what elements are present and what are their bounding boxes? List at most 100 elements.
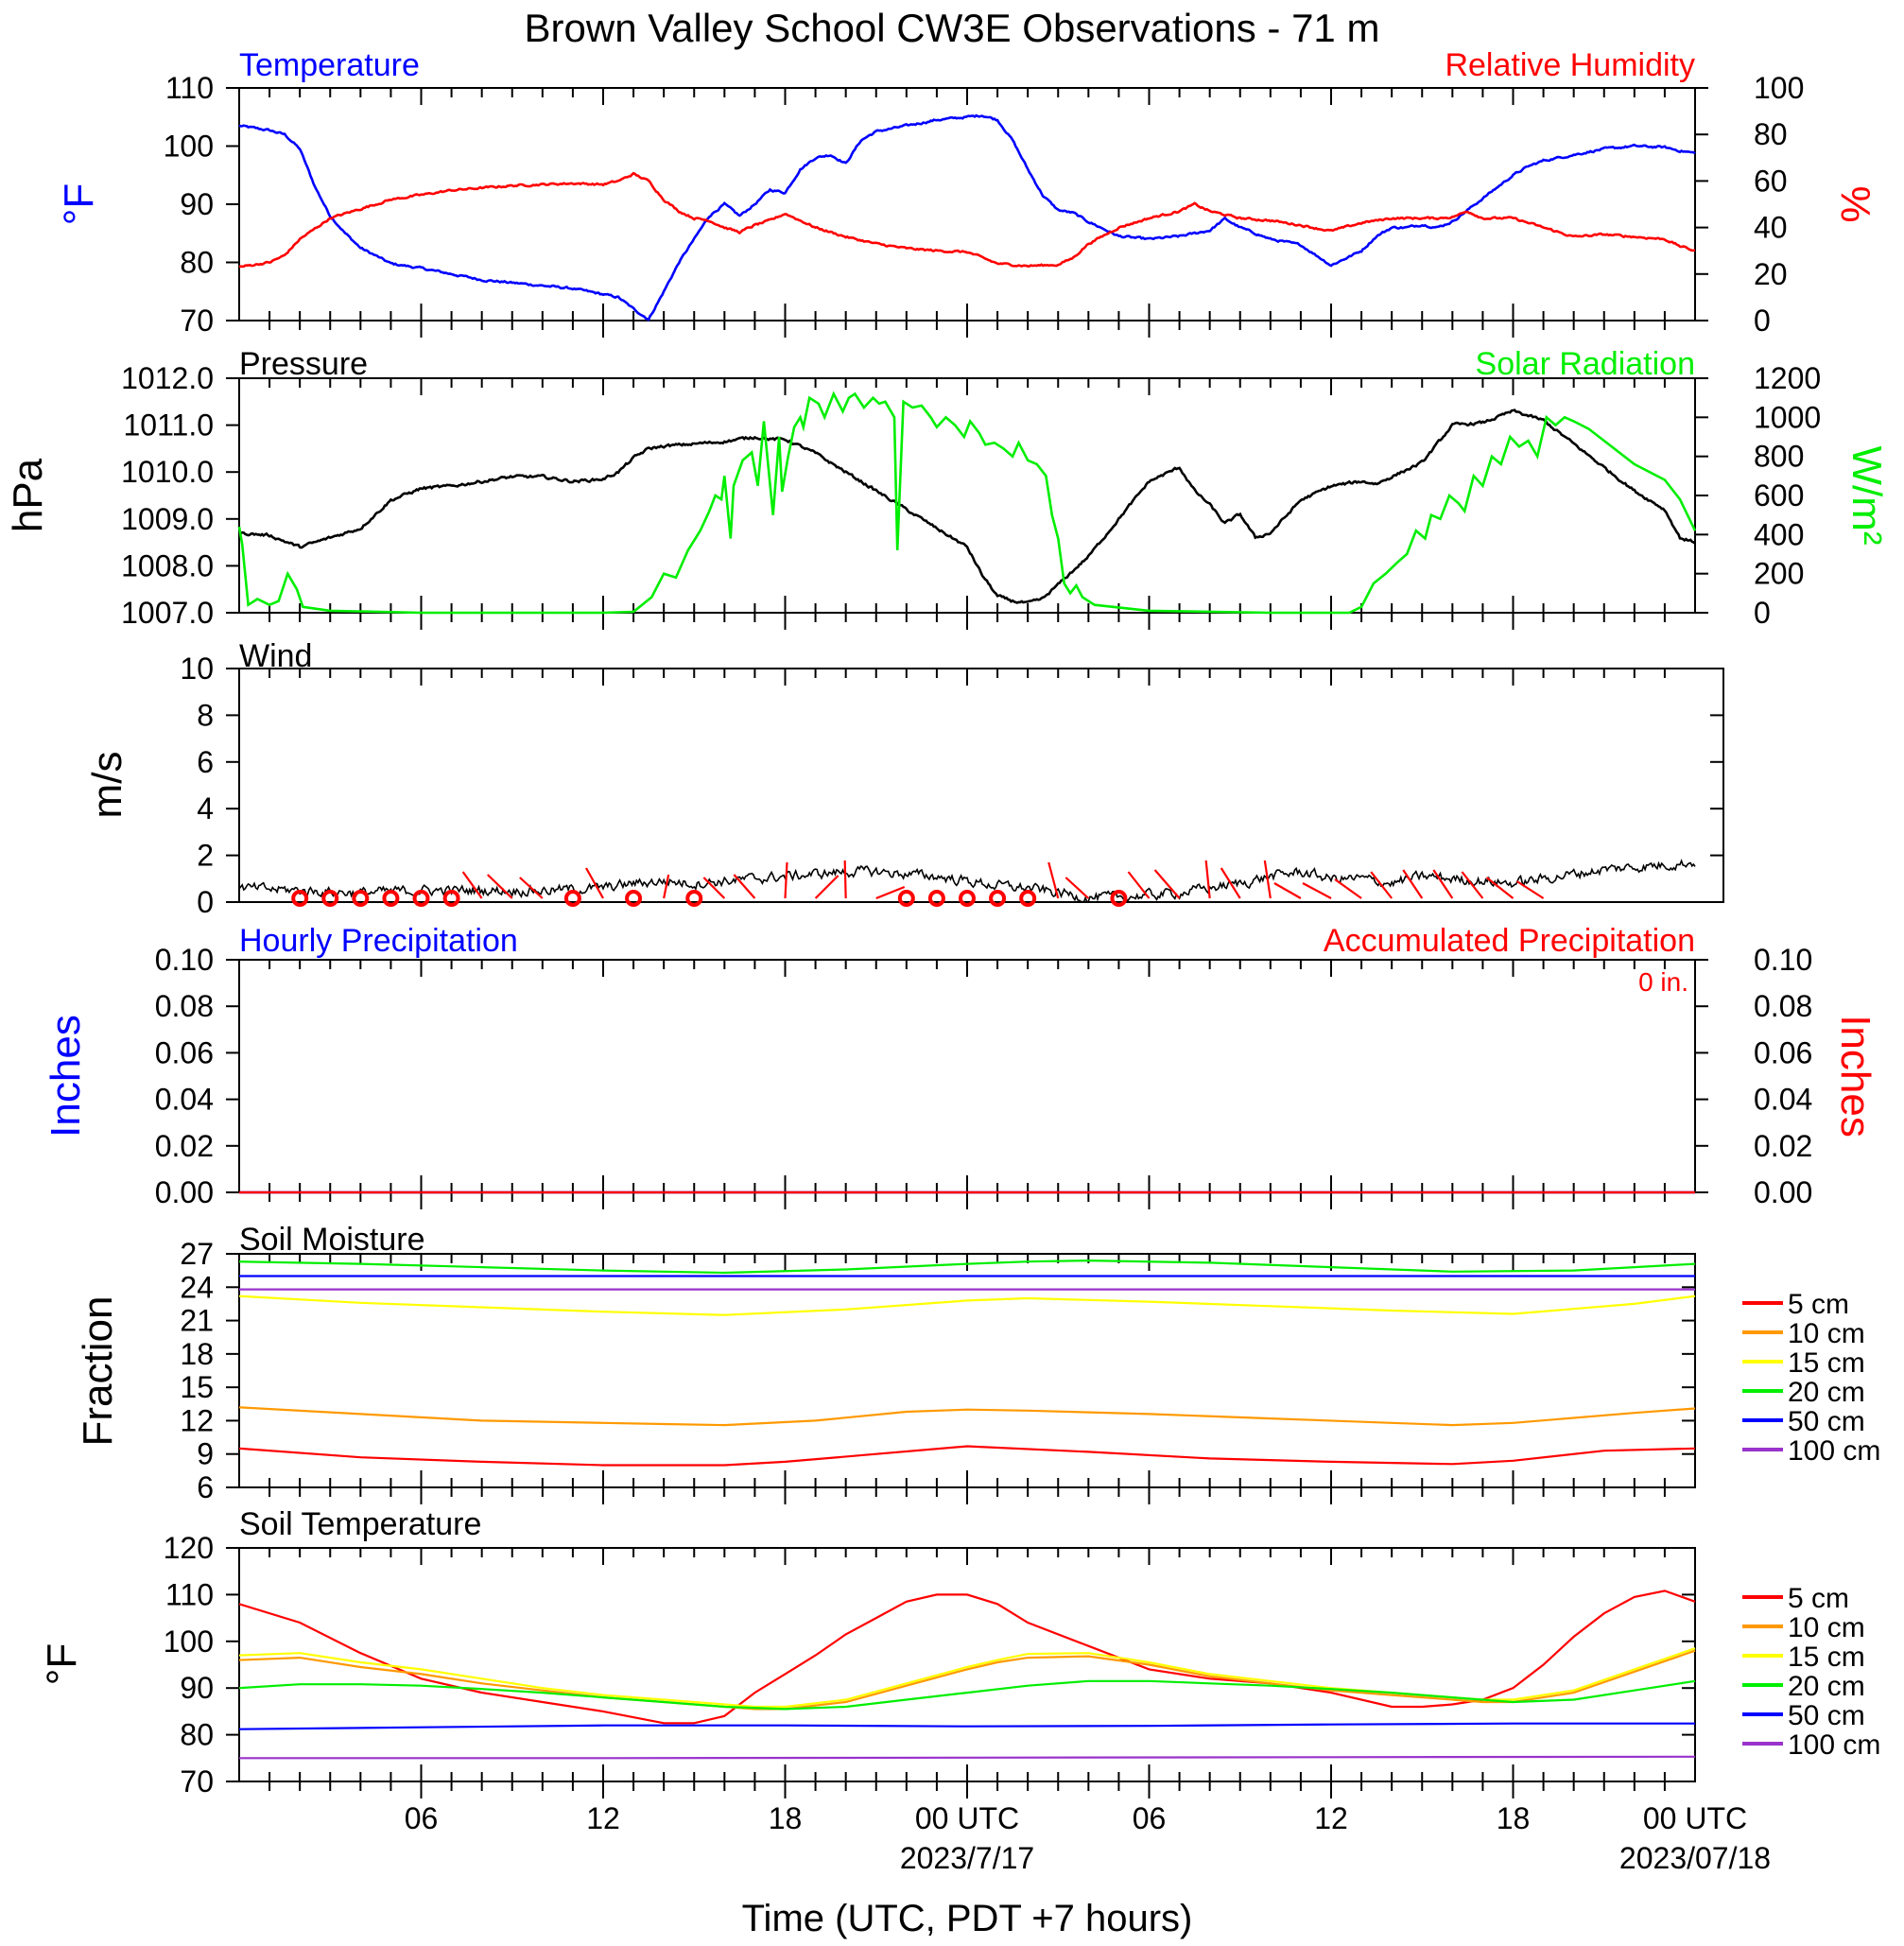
left-axis-tick-label: 12	[180, 1403, 214, 1437]
left-axis-tick-label: 80	[180, 246, 214, 280]
wind-barb	[1485, 877, 1515, 899]
left-axis-tick-label: 18	[180, 1337, 214, 1371]
wind-barb-calm	[959, 890, 976, 907]
temp-rh-panel: 70 80 90 100 110 0 20 40 60 80 100 Temperature Re…	[56, 47, 1878, 338]
solar-radiation-line	[237, 391, 1697, 615]
wind-barb	[585, 867, 604, 899]
left-axis-tick-label: 1009.0	[121, 502, 214, 536]
right-axis-tick-label: 80	[1754, 117, 1788, 151]
relative-humidity-line	[238, 171, 1696, 269]
right-axis-tick-label: 0.10	[1754, 943, 1812, 977]
legend-label: 5 cm	[1788, 1583, 1849, 1614]
wind-panel: 0 2 4 6 8 10 Wind m/s	[84, 638, 1724, 919]
right-axis-tick-label: 800	[1754, 440, 1804, 474]
soil-moisture-unit-label: Fraction	[75, 1296, 121, 1447]
legend-label: 50 cm	[1788, 1700, 1865, 1731]
temperature-title: Temperature	[239, 47, 420, 83]
wind-barbs	[291, 860, 1545, 907]
hourly-precip-unit-label: Inches	[43, 1015, 89, 1138]
time-tick-label: 18	[769, 1801, 803, 1835]
time-tick-label: 00 UTC	[915, 1801, 1019, 1835]
wind-barb-calm	[927, 890, 945, 907]
wind-barb	[1334, 878, 1362, 899]
soil-temp-lines	[238, 1590, 1696, 1760]
depth-100-cm-line	[239, 1755, 1696, 1760]
left-axis-tick-label: 0	[197, 885, 214, 919]
left-axis-tick-label: 0.00	[155, 1175, 214, 1209]
right-axis-tick-label: 0	[1754, 304, 1771, 338]
wind-unit-label: m/s	[84, 752, 130, 819]
wind-barb	[1047, 861, 1060, 899]
legend-label: 100 cm	[1788, 1729, 1880, 1761]
left-axis-tick-label: 1012.0	[121, 361, 214, 395]
pressure-line	[238, 408, 1696, 604]
right-axis-tick-label: 0	[1754, 596, 1771, 630]
wind-barb	[875, 885, 906, 900]
depth-50-cm-line	[238, 1722, 1695, 1730]
wind-barb	[486, 874, 513, 899]
time-tick-label: 18	[1497, 1801, 1531, 1835]
left-axis-tick-label: 0.10	[155, 943, 214, 977]
legend-label: 10 cm	[1788, 1612, 1865, 1643]
right-axis-tick-label: 0.00	[1754, 1175, 1812, 1209]
pressure-solar-tick-marks	[268, 378, 1666, 630]
solar-axis-labels: 0 200 400 600 800 1000 1200	[1695, 361, 1821, 630]
soil-moisture-tick-marks	[268, 1253, 1695, 1504]
depth-20-cm-line	[238, 1259, 1696, 1275]
temperature-unit-label: °F	[56, 183, 102, 225]
left-axis-tick-label: 27	[180, 1237, 214, 1271]
right-axis-tick-label: 0.06	[1754, 1035, 1812, 1069]
depth-10-cm-line	[238, 1649, 1696, 1711]
temperature-axis-labels: 70 80 90 100 110	[164, 71, 239, 338]
solar-title: Solar Radiation	[1476, 346, 1695, 382]
wind-barb-calm	[412, 890, 430, 907]
left-axis-tick-label: 1010.0	[121, 455, 214, 489]
precip-panel: 0.000.020.040.060.080.10 0.000.020.040.0…	[43, 923, 1878, 1209]
left-axis-tick-label: 1008.0	[121, 548, 214, 582]
wind-barb	[1204, 860, 1211, 899]
humidity-unit-label: %	[1832, 185, 1878, 222]
wind-barb-calm	[897, 890, 915, 907]
left-axis-tick-label: 0.04	[155, 1083, 214, 1117]
left-axis-tick-label: 1011.0	[124, 408, 215, 443]
wind-frame	[238, 668, 1724, 903]
left-axis-tick-label: 15	[180, 1370, 214, 1404]
accum-precip-unit-label: Inches	[1832, 1015, 1878, 1138]
solar-unit-label: W/m²	[1843, 445, 1890, 545]
wind-barb	[784, 861, 788, 899]
humidity-title: Relative Humidity	[1445, 47, 1695, 83]
wind-barb-calm	[321, 890, 339, 907]
wind-barb-calm	[685, 890, 703, 907]
wind-barb	[1153, 869, 1181, 899]
time-tick-label: 06	[1133, 1801, 1167, 1835]
right-axis-tick-label: 600	[1754, 478, 1804, 513]
pressure-unit-label: hPa	[5, 458, 51, 532]
wind-axis-labels: 0 2 4 6 8 10	[180, 652, 239, 919]
soil-temp-tick-marks	[268, 1547, 1695, 1798]
depth-15-cm-line	[238, 1647, 1696, 1709]
wind-barb-calm	[291, 890, 309, 907]
left-axis-tick-label: 110	[165, 71, 214, 105]
wind-barb-calm	[382, 890, 400, 907]
wind-barb	[663, 874, 670, 899]
right-axis-tick-label: 1200	[1754, 361, 1821, 395]
pressure-axis-labels: 1007.0 1008.0 1009.0 1010.0 1011.0 1012.0	[121, 361, 239, 630]
time-tick-label: 12	[1314, 1801, 1348, 1835]
legend-label: 100 cm	[1788, 1435, 1880, 1467]
wind-lines	[238, 859, 1696, 904]
legend-label: 15 cm	[1788, 1347, 1865, 1379]
left-axis-tick-label: 80	[180, 1718, 214, 1752]
depth-10-cm-line	[238, 1406, 1696, 1427]
right-axis-tick-label: 20	[1754, 257, 1788, 291]
wind-barb	[733, 874, 756, 899]
wind-barb	[519, 877, 544, 899]
depth-20-cm-line	[238, 1679, 1696, 1711]
left-axis-tick-label: 8	[197, 698, 214, 732]
legend-label: 50 cm	[1788, 1406, 1865, 1437]
left-axis-tick-label: 2	[197, 839, 214, 873]
accum-precip-axis-labels: 0.00 0.02 0.04 0.06 0.08 0.10	[1695, 943, 1812, 1209]
